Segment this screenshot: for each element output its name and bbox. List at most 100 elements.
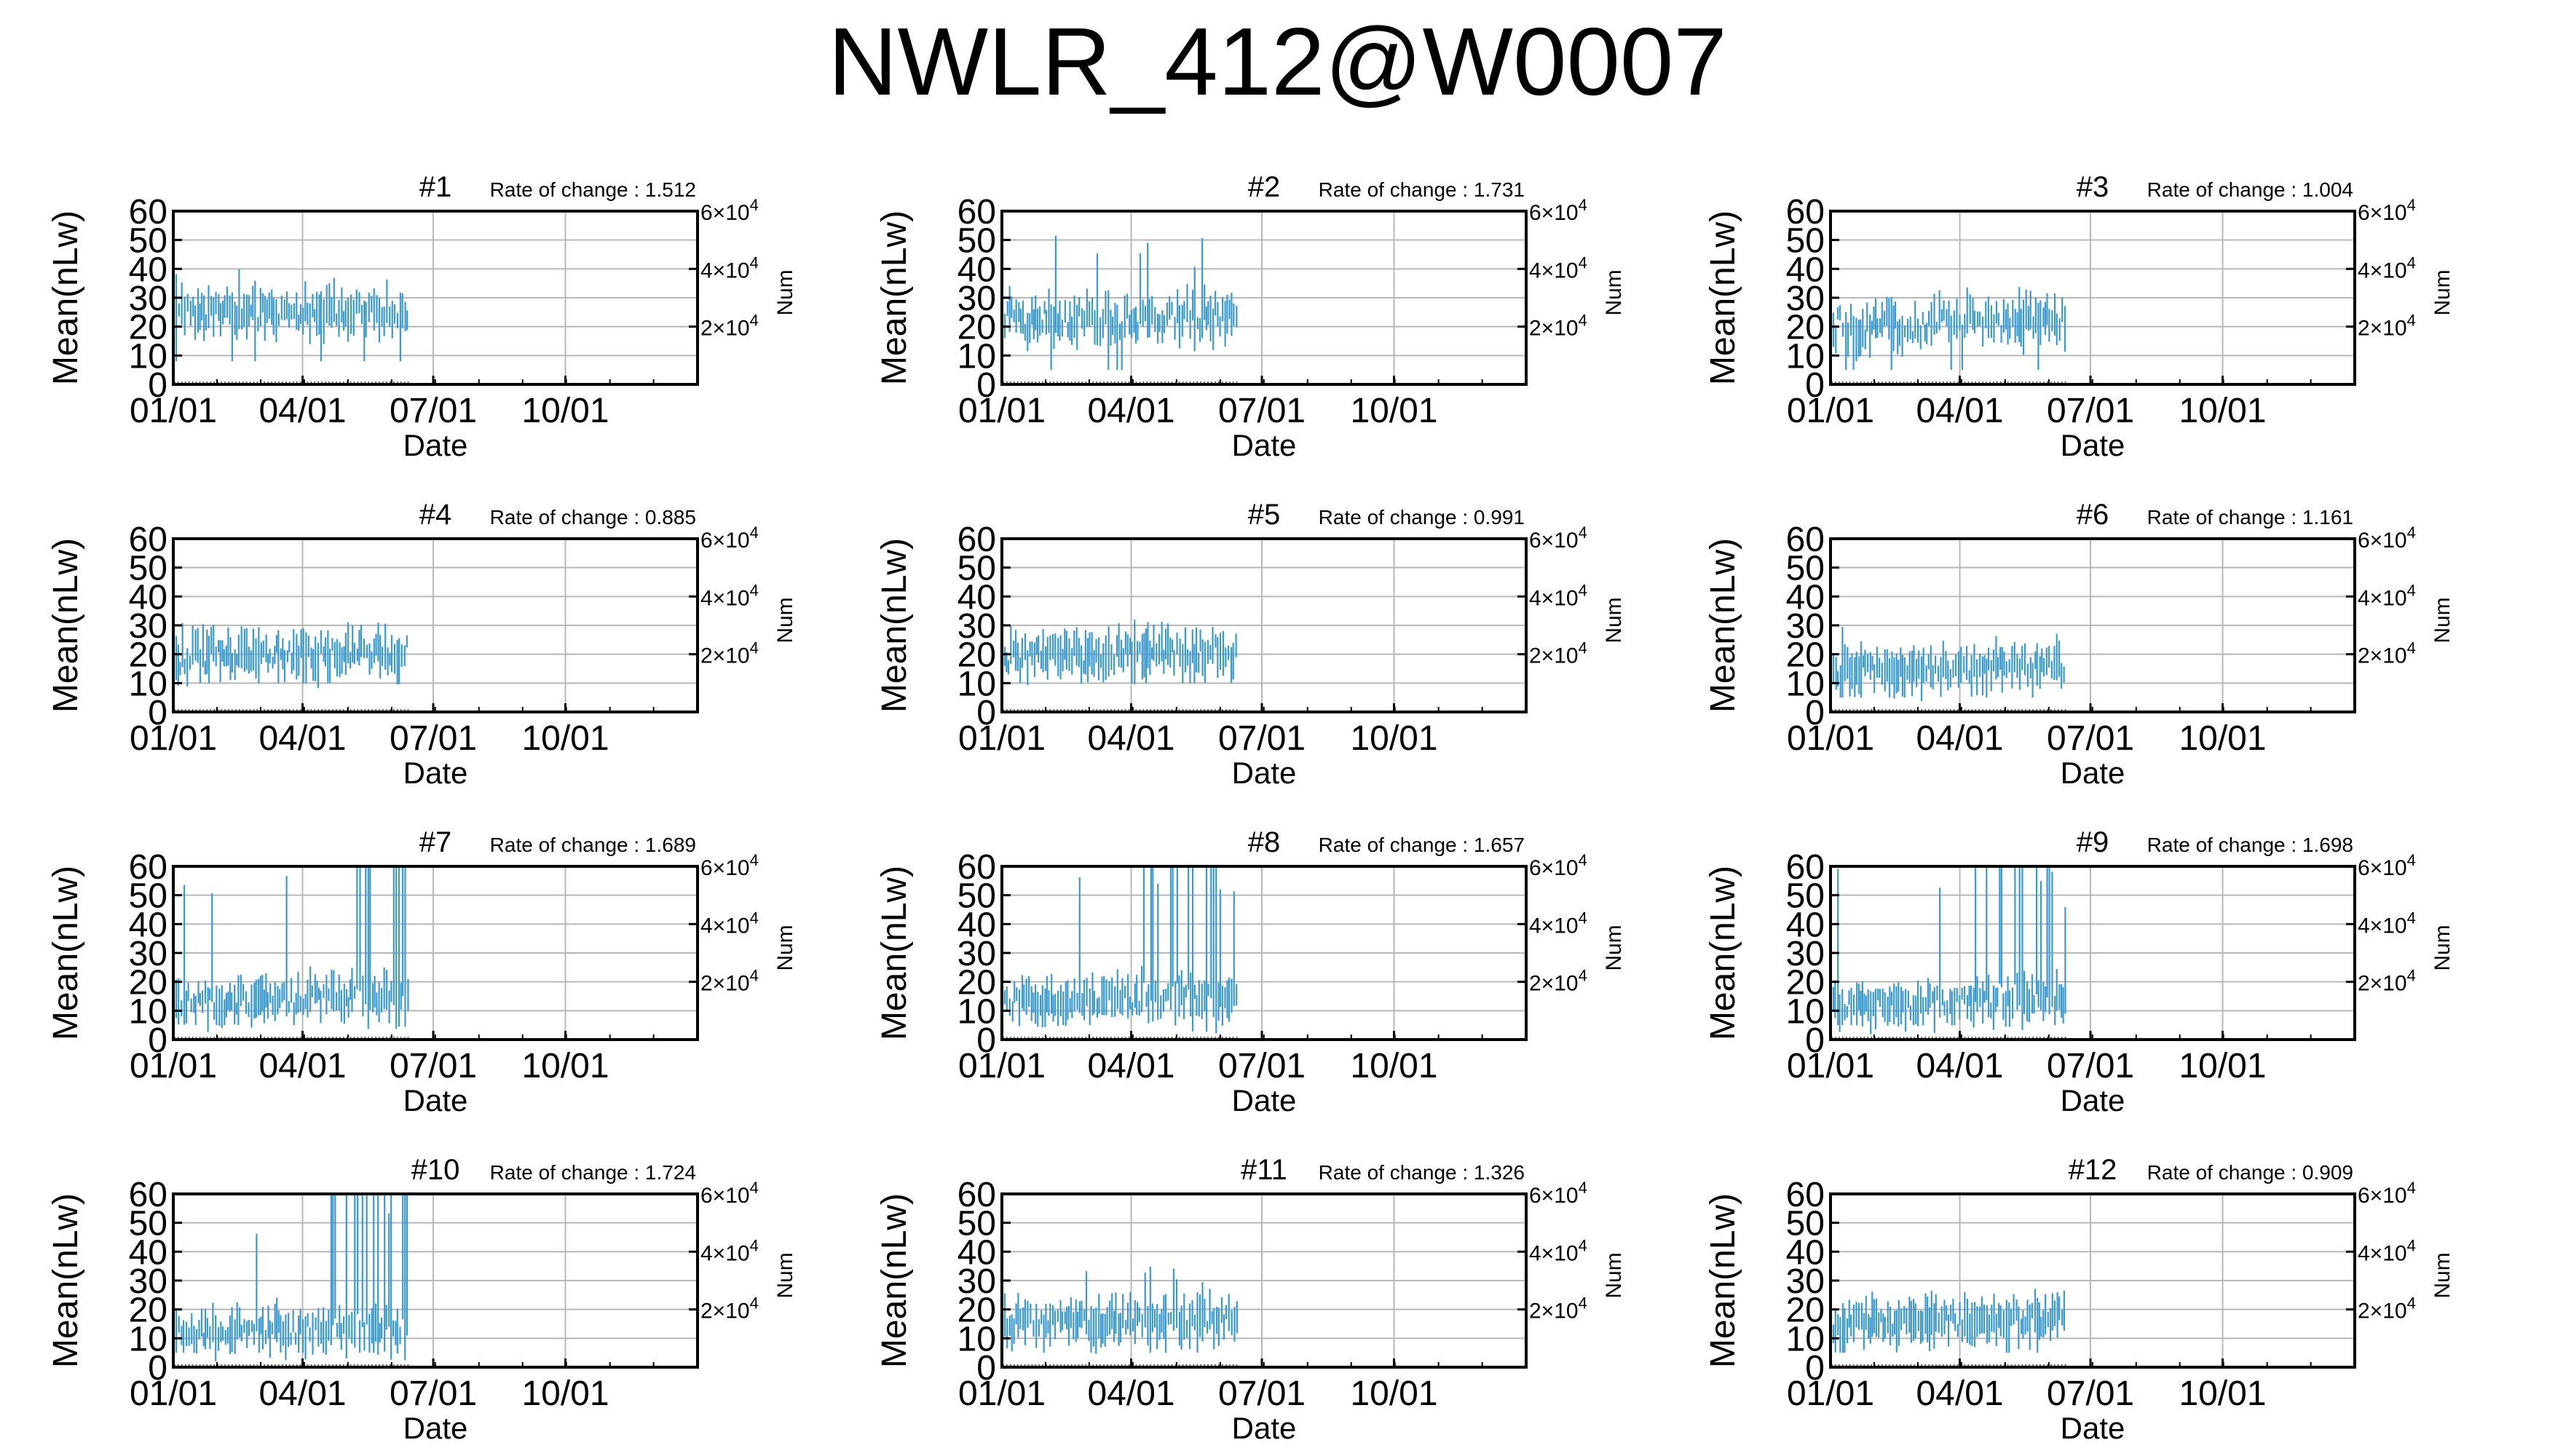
- y-tick-label: 40: [957, 250, 996, 289]
- y2-tick-exponent: 4: [750, 312, 759, 330]
- y2-tick-mantissa: 4×10: [700, 586, 750, 610]
- x-tick-label: 07/01: [390, 1374, 477, 1413]
- y2-tick-exponent: 4: [2407, 253, 2416, 272]
- y2-tick-label: 2×104: [700, 967, 759, 996]
- y2-tick-exponent: 4: [750, 639, 759, 657]
- y2-tick-mantissa: 4×10: [2358, 1241, 2407, 1265]
- y2-tick-label: 6×104: [700, 523, 759, 553]
- y2-tick-mantissa: 4×10: [1529, 586, 1579, 610]
- rate-of-change: Rate of change : 1.698: [2147, 834, 2353, 856]
- y2-tick-exponent: 4: [1579, 312, 1587, 330]
- y2-tick-mantissa: 4×10: [700, 258, 750, 282]
- y-tick-label: 30: [129, 607, 167, 646]
- y-tick-label: 0: [976, 1349, 996, 1388]
- x-tick-label: 04/01: [1916, 1047, 2003, 1085]
- y-tick-label: 50: [1786, 222, 1825, 261]
- y-axis-label: Mean(nLw): [47, 1193, 85, 1368]
- panel-title: #7: [419, 826, 452, 858]
- x-axis-label: Date: [2061, 1083, 2125, 1117]
- y-tick-label: 0: [1805, 366, 1825, 405]
- y-tick-label: 50: [129, 1205, 167, 1243]
- x-tick-label: 10/01: [521, 719, 609, 758]
- y2-tick-exponent: 4: [2407, 523, 2416, 542]
- panel-title: #5: [1248, 499, 1281, 531]
- y-tick-label: 30: [957, 607, 996, 646]
- y2-axis-label: Num: [773, 269, 797, 315]
- x-axis-label: Date: [2061, 428, 2125, 462]
- y2-tick-label: 6×104: [1529, 1179, 1587, 1208]
- y-tick-label: 30: [957, 280, 996, 318]
- y2-tick-exponent: 4: [2407, 1294, 2416, 1313]
- y2-tick-exponent: 4: [1579, 581, 1587, 599]
- x-axis-label: Date: [1232, 1411, 1297, 1445]
- x-tick-label: 10/01: [2179, 392, 2266, 430]
- y2-tick-mantissa: 6×10: [700, 1184, 750, 1208]
- y-tick-label: 0: [976, 366, 996, 405]
- y2-tick-mantissa: 6×10: [2358, 201, 2407, 225]
- y2-tick-mantissa: 6×10: [2358, 856, 2407, 880]
- y2-axis-label: Num: [1602, 269, 1626, 315]
- y-tick-label: 50: [1786, 877, 1825, 916]
- y2-tick-label: 6×104: [2358, 1179, 2416, 1208]
- y-tick-label: 20: [129, 964, 167, 1002]
- y2-axis-label: Num: [773, 597, 797, 643]
- y-tick-label: 30: [129, 280, 167, 318]
- y2-tick-mantissa: 6×10: [1529, 529, 1579, 553]
- y2-tick-label: 4×104: [2358, 581, 2416, 610]
- x-tick-label: 10/01: [1350, 1047, 1437, 1085]
- y2-tick-mantissa: 2×10: [1529, 1299, 1579, 1324]
- y2-axis-label: Num: [2430, 1252, 2455, 1298]
- y2-tick-mantissa: 2×10: [2358, 644, 2407, 668]
- y2-tick-exponent: 4: [1579, 1294, 1587, 1313]
- y-tick-label: 20: [1786, 309, 1825, 347]
- x-tick-label: 04/01: [258, 392, 346, 430]
- y2-tick-label: 6×104: [2358, 851, 2416, 880]
- y2-tick-exponent: 4: [2407, 1236, 2416, 1254]
- y2-tick-label: 2×104: [700, 312, 759, 341]
- y-axis-label: Mean(nLw): [1704, 866, 1742, 1040]
- x-tick-label: 01/01: [1787, 1047, 1874, 1085]
- rate-of-change: Rate of change : 1.731: [1319, 178, 1525, 201]
- x-axis-label: Date: [2061, 1411, 2125, 1445]
- x-axis-label: Date: [403, 1083, 468, 1117]
- y2-tick-label: 4×104: [700, 909, 759, 938]
- rate-of-change: Rate of change : 1.724: [490, 1161, 696, 1184]
- y-tick-label: 30: [1786, 607, 1825, 646]
- x-tick-label: 10/01: [1350, 392, 1437, 430]
- x-tick-label: 01/01: [1787, 719, 1874, 758]
- y2-tick-mantissa: 6×10: [1529, 1184, 1579, 1208]
- y2-tick-label: 4×104: [1529, 581, 1587, 610]
- y2-tick-exponent: 4: [750, 967, 759, 985]
- x-axis-label: Date: [1232, 756, 1297, 790]
- y2-tick-mantissa: 2×10: [2358, 1299, 2407, 1324]
- x-tick-label: 04/01: [1916, 719, 2003, 758]
- y-tick-label: 60: [957, 521, 996, 559]
- panel-title: #6: [2077, 499, 2109, 531]
- x-tick-label: 01/01: [130, 392, 217, 430]
- y-tick-label: 50: [129, 550, 167, 588]
- y2-tick-label: 6×104: [1529, 851, 1587, 880]
- panel-title: #1: [419, 171, 452, 203]
- rate-of-change: Rate of change : 1.161: [2147, 506, 2353, 529]
- rate-of-change: Rate of change : 1.004: [2147, 178, 2353, 201]
- rate-of-change: Rate of change : 1.512: [490, 178, 696, 201]
- y-tick-label: 60: [1786, 193, 1825, 232]
- y-tick-label: 0: [976, 694, 996, 732]
- x-tick-label: 01/01: [958, 719, 1046, 758]
- y2-axis-label: Num: [2430, 597, 2455, 643]
- y-tick-label: 20: [1786, 964, 1825, 1002]
- y2-tick-mantissa: 6×10: [2358, 1184, 2407, 1208]
- y-tick-label: 30: [957, 1262, 996, 1301]
- y2-axis-label: Num: [773, 1252, 797, 1298]
- y2-tick-mantissa: 2×10: [1529, 317, 1579, 341]
- y2-tick-mantissa: 2×10: [1529, 644, 1579, 668]
